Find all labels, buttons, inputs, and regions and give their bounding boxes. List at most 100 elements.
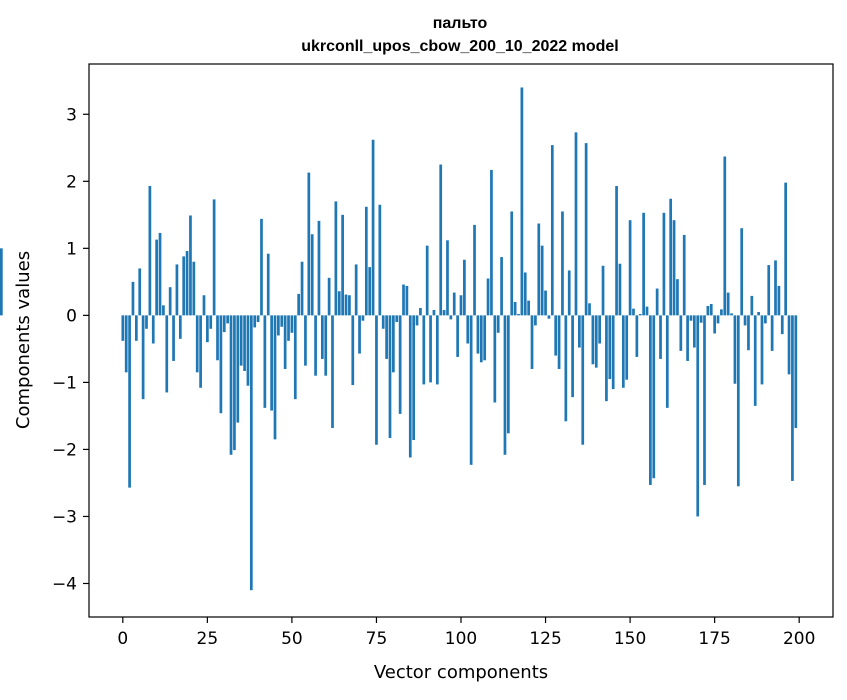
bar — [368, 267, 372, 316]
bar — [523, 272, 527, 316]
x-tick-label: 175 — [698, 629, 730, 649]
bar — [770, 315, 774, 351]
bar — [124, 315, 128, 373]
bar — [483, 315, 487, 361]
bar — [506, 315, 510, 434]
bar — [787, 315, 791, 375]
x-axis-ticks: 0 25 50 75 100 125 150 175 200 — [117, 617, 815, 649]
bar — [682, 234, 686, 316]
bar — [493, 315, 497, 403]
bar — [452, 292, 456, 316]
bar — [621, 315, 625, 388]
y-axis-label: Components values — [13, 251, 34, 429]
bar — [178, 315, 182, 339]
bar — [632, 308, 635, 316]
bar — [547, 315, 551, 319]
bar — [574, 132, 578, 316]
bar — [588, 303, 591, 316]
x-tick-label: 75 — [366, 629, 388, 649]
bar — [341, 214, 344, 316]
bar — [209, 315, 213, 329]
bar — [351, 315, 355, 386]
bar — [466, 315, 470, 344]
bar — [158, 232, 162, 316]
bar — [527, 300, 530, 316]
bar — [594, 315, 598, 368]
bar — [649, 315, 652, 485]
bar — [253, 315, 257, 328]
bar — [442, 310, 446, 316]
bar — [324, 315, 328, 376]
bar — [354, 264, 358, 316]
bar — [277, 315, 280, 336]
bar — [747, 315, 750, 351]
bar — [371, 139, 375, 316]
bar — [557, 315, 561, 369]
bar — [473, 224, 476, 316]
bar — [331, 315, 334, 428]
bar — [408, 315, 412, 458]
bar — [395, 315, 399, 323]
bar — [780, 315, 784, 335]
bar — [709, 303, 713, 316]
bar — [645, 306, 649, 316]
bar — [249, 315, 253, 591]
bar — [226, 315, 230, 324]
bar — [723, 156, 727, 316]
bar — [791, 315, 794, 481]
bar — [402, 284, 405, 316]
y-tick-label: 1 — [66, 239, 77, 259]
bar — [419, 307, 422, 316]
bar — [320, 315, 324, 359]
bar — [148, 186, 152, 316]
bar — [236, 315, 240, 423]
bar — [679, 315, 683, 351]
bar — [469, 315, 473, 465]
bar — [246, 315, 250, 386]
bar — [716, 315, 720, 324]
bar — [131, 281, 135, 316]
bar — [337, 291, 341, 316]
bar — [530, 315, 534, 369]
bar — [598, 315, 602, 344]
bar — [496, 315, 500, 333]
x-tick-label: 50 — [281, 629, 303, 649]
bar — [730, 313, 733, 316]
bar — [720, 309, 723, 316]
bar — [182, 256, 186, 316]
bar — [412, 315, 416, 441]
bar — [216, 315, 219, 361]
y-axis-ticks: −4 −3 −2 −1 0 1 2 3 — [52, 105, 89, 594]
bar — [260, 218, 263, 316]
bar — [415, 315, 419, 326]
bar — [513, 301, 517, 316]
bar — [486, 278, 490, 316]
bar — [686, 315, 689, 361]
bar — [348, 295, 351, 316]
bar — [388, 315, 392, 439]
bar — [608, 315, 612, 380]
bar — [287, 315, 290, 341]
bar — [767, 265, 771, 316]
bar — [676, 279, 679, 316]
bar — [270, 315, 273, 411]
bar — [743, 315, 747, 326]
bar — [601, 265, 605, 316]
x-tick-label: 125 — [529, 629, 561, 649]
bar — [544, 290, 547, 316]
bar — [233, 315, 236, 451]
bar — [327, 277, 331, 316]
bar — [733, 315, 737, 384]
bar — [476, 315, 480, 354]
bar — [385, 315, 388, 359]
y-tick-label: −2 — [52, 440, 77, 460]
bar — [510, 211, 514, 316]
bar — [185, 251, 189, 316]
bar — [652, 315, 656, 479]
bar — [212, 199, 216, 316]
bar — [463, 259, 466, 316]
bar — [571, 315, 574, 398]
bar — [435, 315, 439, 385]
bar — [381, 315, 385, 329]
bar — [736, 315, 740, 487]
